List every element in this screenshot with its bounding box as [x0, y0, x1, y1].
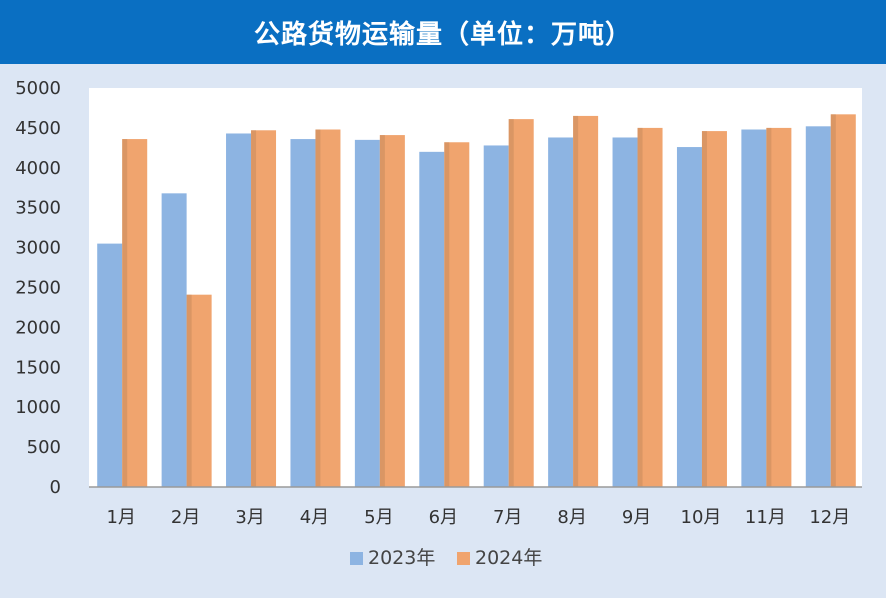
bar-shadow — [830, 114, 836, 488]
y-tick-label: 2000 — [15, 317, 61, 338]
bar-2023 — [612, 137, 638, 487]
bar-2023 — [226, 133, 252, 487]
chart-title: 公路货物运输量（单位：万吨） — [253, 19, 632, 50]
x-tick-label: 7月 — [493, 507, 522, 528]
bars — [97, 114, 856, 488]
bar-shadow — [573, 115, 579, 488]
bar-2023 — [805, 126, 831, 487]
x-tick-label: 12月 — [809, 507, 850, 528]
legend-swatch — [457, 552, 470, 565]
plot-area — [89, 88, 862, 487]
bar-2023 — [741, 129, 767, 487]
legend-label: 2024年 — [475, 547, 542, 569]
y-tick-label: 1500 — [15, 357, 61, 378]
bar-shadow — [701, 131, 707, 487]
x-tick-label: 3月 — [235, 507, 264, 528]
bar-2023 — [290, 139, 316, 487]
bar-2023 — [483, 145, 509, 487]
x-tick-label: 1月 — [106, 507, 135, 528]
y-tick-label: 3000 — [15, 238, 61, 259]
y-tick-label: 1000 — [15, 397, 61, 418]
bar-2023 — [419, 151, 445, 487]
bar-2023 — [676, 147, 702, 487]
bar-shadow — [315, 129, 321, 487]
x-tick-label: 8月 — [557, 507, 586, 528]
legend: 2023年 2024年 — [350, 547, 542, 569]
x-tick-label: 5月 — [364, 507, 393, 528]
legend-swatch — [350, 552, 363, 565]
y-tick-label: 4000 — [15, 158, 61, 179]
bar-shadow — [444, 142, 450, 487]
y-tick-label: 500 — [27, 437, 61, 458]
bar-shadow — [186, 294, 192, 487]
x-tick-label: 2月 — [171, 507, 200, 528]
x-tick-label: 6月 — [429, 507, 458, 528]
y-tick-label: 2500 — [15, 278, 61, 299]
x-tick-label: 10月 — [681, 507, 722, 528]
x-tick-label: 4月 — [300, 507, 329, 528]
bar-shadow — [766, 127, 772, 488]
bar-chart: 0 500 1000 1500 2000 2500 3000 3500 4000 4500 5000… — [15, 78, 862, 569]
y-axis-ticks: 0 500 1000 1500 2000 2500 3000 3500 4000 4500 5000 — [15, 78, 61, 498]
bar-2023 — [161, 193, 187, 487]
bar-2023 — [97, 243, 123, 487]
x-axis-ticks: 1月 2月 3月 4月 5月 6月 7月 8月 9月 10月 11月 12月 — [106, 507, 850, 528]
bar-shadow — [379, 135, 385, 487]
bar-shadow — [637, 127, 643, 488]
bar-shadow — [122, 139, 128, 487]
legend-label: 2023年 — [368, 547, 435, 569]
x-tick-label: 11月 — [745, 507, 786, 528]
y-tick-label: 4500 — [15, 118, 61, 139]
bar-shadow — [508, 119, 514, 487]
chart-title-bar: 公路货物运输量（单位：万吨） — [0, 0, 886, 64]
bar-2023 — [548, 137, 574, 487]
x-tick-label: 9月 — [622, 507, 651, 528]
bar-2023 — [354, 139, 380, 487]
y-tick-label: 3500 — [15, 198, 61, 219]
bar-shadow — [251, 130, 257, 487]
y-tick-label: 0 — [50, 477, 61, 498]
y-tick-label: 5000 — [15, 78, 61, 99]
